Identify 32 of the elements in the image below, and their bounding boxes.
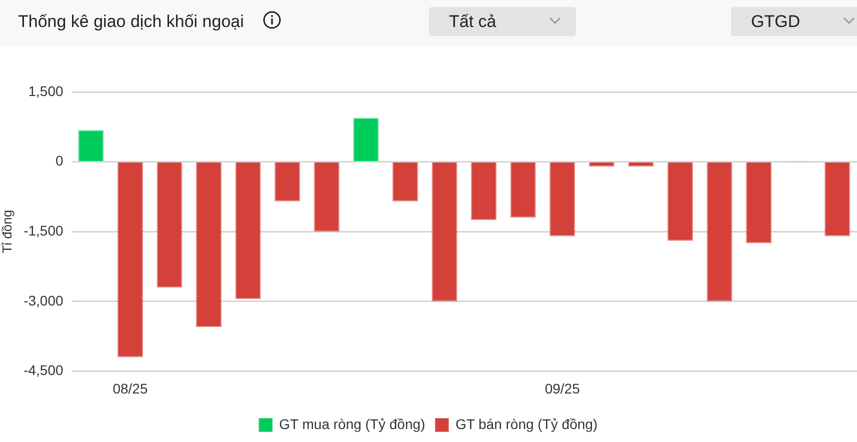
bar [510, 162, 536, 218]
dropdown-field: GTGD [731, 7, 857, 36]
bar [78, 130, 104, 162]
legend-label: GT mua ròng (Tỷ đồng) [279, 416, 426, 432]
x-tick-label: 09/25 [544, 380, 580, 396]
bar [588, 162, 614, 166]
y-tick-label: -1,500 [24, 222, 64, 238]
y-tick-label: 0 [56, 152, 64, 169]
bar [314, 162, 340, 232]
bar [550, 162, 576, 236]
bar [471, 162, 497, 220]
bar [746, 162, 772, 244]
bar [667, 162, 693, 241]
bar [432, 162, 458, 302]
legend-label: GT bán ròng (Tỷ đồng) [455, 416, 598, 432]
y-tick-label: -4,500 [24, 362, 64, 378]
bar [117, 162, 143, 358]
bar [628, 162, 654, 166]
bar [706, 162, 732, 302]
bar [392, 162, 418, 202]
bar [824, 162, 850, 236]
bar [156, 162, 182, 288]
y-axis-title: Tỉ đồng [0, 210, 14, 254]
bar [196, 162, 222, 327]
y-tick-label: -3,000 [24, 292, 64, 308]
dropdown-field: Tất cả [429, 7, 576, 36]
bar [353, 118, 379, 162]
bar [235, 162, 261, 300]
bar [274, 162, 300, 202]
chart-title: Thống kê giao dịch khối ngoại [18, 12, 244, 32]
y-tick-label: 1,500 [28, 82, 64, 99]
x-tick-label: 08/25 [112, 380, 148, 396]
